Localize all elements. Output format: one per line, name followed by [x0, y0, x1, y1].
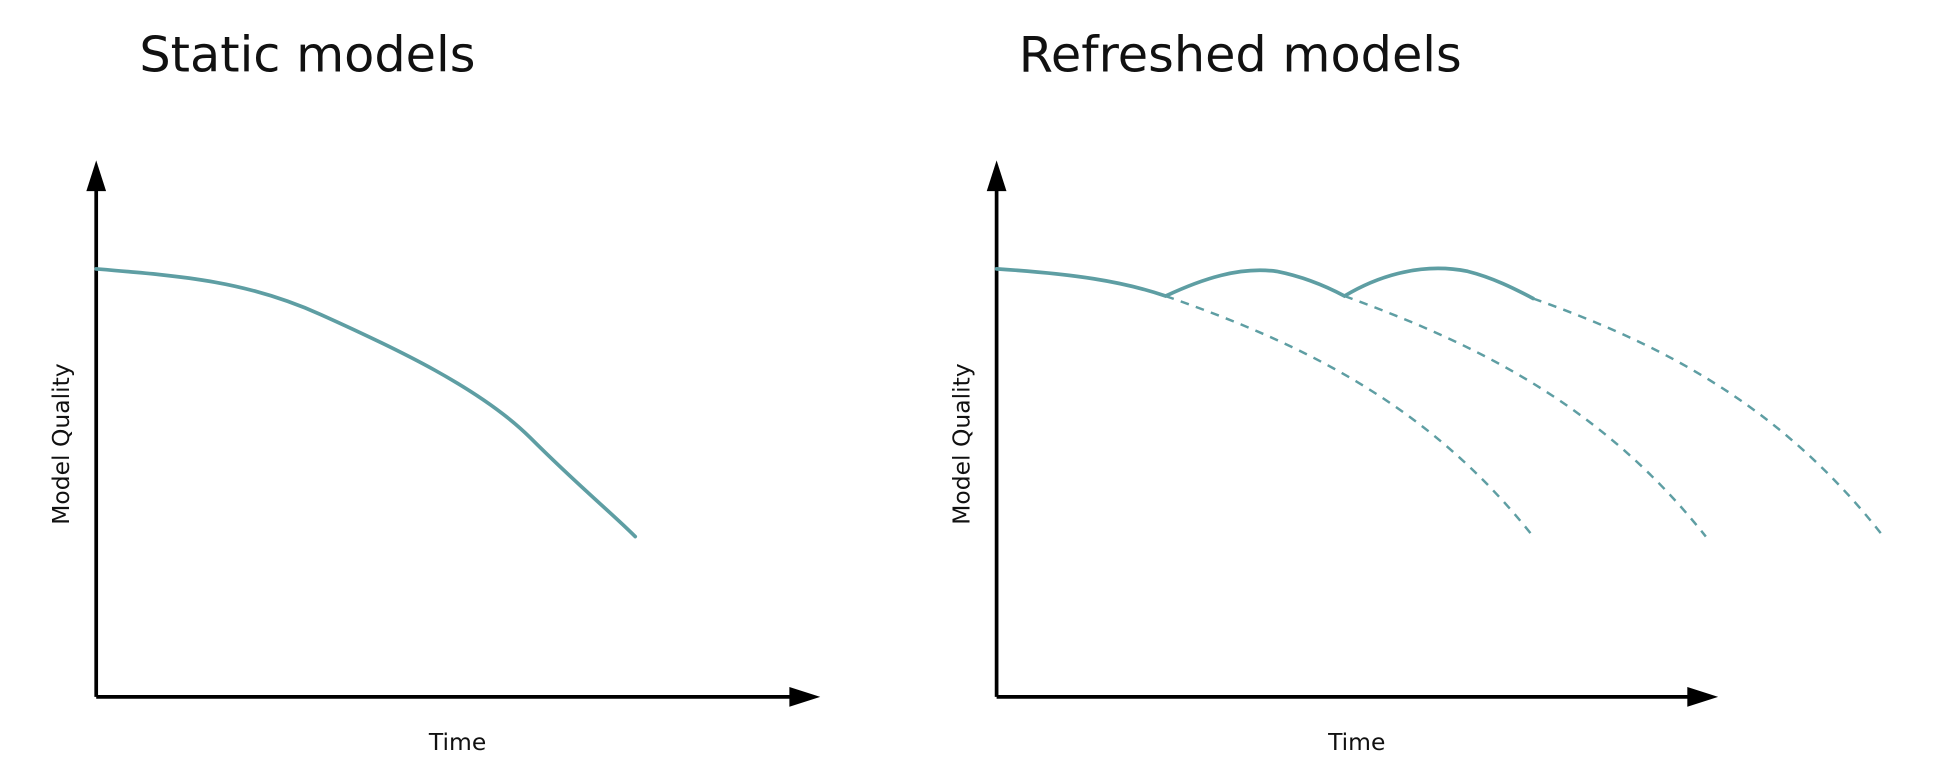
- x-axis-label: Time: [1327, 728, 1385, 756]
- y-axis-label: Model Quality: [947, 363, 975, 525]
- panel-title: Refreshed models: [1019, 26, 1462, 84]
- y-arrow: [986, 160, 1007, 192]
- refreshed-panel: Refreshed models Model Quality Time: [947, 26, 1885, 756]
- decay-projection: [1532, 297, 1885, 538]
- quality-curve: [94, 267, 638, 539]
- x-arrow: [1687, 687, 1719, 707]
- decay-projection: [1165, 294, 1535, 538]
- x-arrow: [789, 687, 821, 707]
- y-arrow: [86, 160, 107, 192]
- static-panel: Static models Model Quality Time: [47, 26, 821, 756]
- panel-title: Static models: [139, 26, 475, 84]
- x-axis-label: Time: [428, 728, 486, 756]
- quality-curve: [994, 266, 1535, 301]
- y-axis-label: Model Quality: [47, 363, 75, 525]
- decay-projection: [1344, 294, 1707, 538]
